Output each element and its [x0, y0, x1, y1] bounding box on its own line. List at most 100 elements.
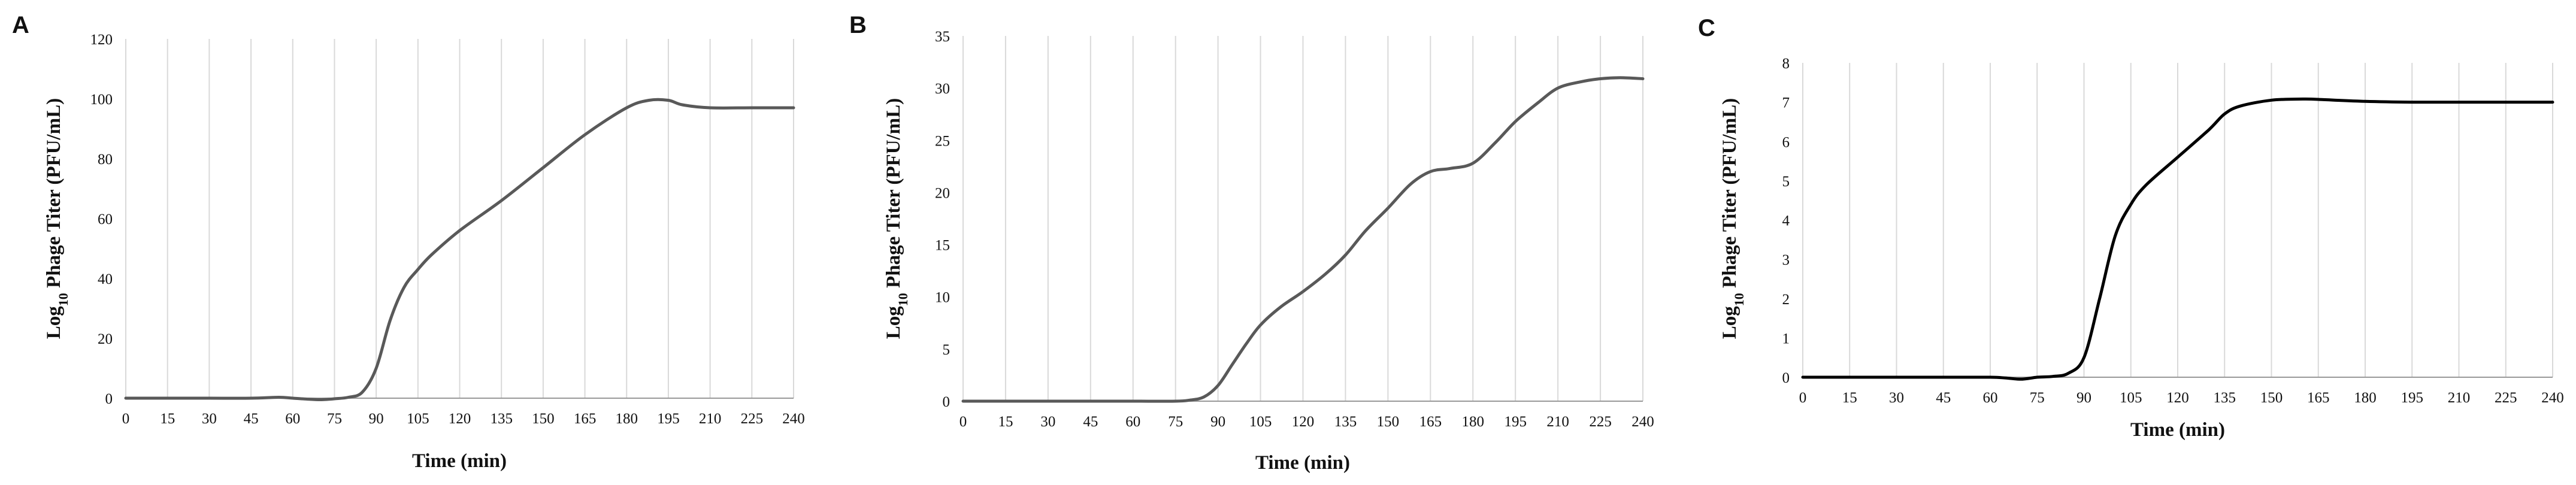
gridlines [1802, 63, 2553, 377]
y-axis-title-log: Log [1719, 306, 1740, 340]
y-axis-title-subscript: 10 [1732, 293, 1746, 306]
panel-label-a: A [12, 12, 29, 38]
y-axis-title: Log10 Phage Titer (PFU/mL) [883, 98, 910, 339]
x-tick-label: 45 [1936, 390, 1951, 406]
series-line [124, 98, 795, 402]
panel-c: C 0 15 30 45 60 75 90 105 120 135 150 165 180 195 210 2… [1698, 15, 2564, 441]
x-tick-label: 120 [1292, 414, 1315, 430]
y-tick-labels: 0 20 40 60 80 100 120 [90, 32, 113, 407]
x-tick-label: 90 [1210, 414, 1225, 430]
x-tick-label: 195 [2401, 390, 2424, 406]
y-tick-label: 5 [943, 342, 951, 358]
x-tick-label: 105 [2120, 390, 2142, 406]
y-tick-label: 5 [1782, 174, 1790, 190]
y-tick-label: 60 [98, 211, 113, 228]
x-tick-label: 45 [1083, 414, 1098, 430]
x-tick-label: 135 [1334, 414, 1357, 430]
y-tick-label: 15 [935, 238, 950, 254]
x-tick-label: 75 [2030, 390, 2045, 406]
x-axis-title: Time (min) [2130, 419, 2225, 441]
x-tick-label: 195 [1504, 414, 1527, 430]
y-tick-label: 0 [943, 394, 951, 410]
x-tick-label: 105 [1249, 414, 1272, 430]
y-tick-label: 4 [1782, 213, 1790, 229]
x-tick-label: 225 [741, 411, 764, 427]
x-tick-label: 165 [1419, 414, 1442, 430]
x-tick-label: 15 [1842, 390, 1857, 406]
y-tick-label: 40 [98, 271, 113, 287]
x-tick-label: 30 [202, 411, 217, 427]
y-axis-title: Log10 Phage Titer (PFU/mL) [43, 98, 71, 339]
y-axis-title-subscript: 10 [895, 293, 910, 306]
x-tick-label: 120 [449, 411, 471, 427]
x-tick-label: 105 [407, 411, 429, 427]
x-axis-title: Time (min) [412, 450, 507, 472]
x-tick-label: 150 [1377, 414, 1400, 430]
x-tick-label: 15 [998, 414, 1013, 430]
x-tick-label: 240 [782, 411, 805, 427]
y-tick-label: 20 [98, 331, 113, 347]
y-axis-title-rest: Phage Titer (PFU/mL) [883, 98, 904, 293]
y-tick-label: 7 [1782, 95, 1790, 111]
series-line [1801, 97, 2554, 381]
x-tick-label: 75 [1168, 414, 1183, 430]
x-tick-label: 15 [160, 411, 175, 427]
y-axis-title-subscript: 10 [56, 293, 71, 306]
x-tick-label: 135 [490, 411, 513, 427]
x-tick-label: 0 [959, 414, 967, 430]
x-tick-label: 210 [1546, 414, 1569, 430]
y-tick-label: 0 [1782, 370, 1790, 386]
y-tick-label: 25 [935, 133, 950, 149]
y-tick-label: 10 [935, 290, 950, 306]
x-tick-label: 180 [2354, 390, 2377, 406]
series-line [961, 76, 1645, 403]
y-tick-labels: 0 1 2 3 4 5 6 7 8 [1782, 56, 1790, 386]
y-tick-label: 100 [90, 92, 113, 108]
x-tick-label: 150 [532, 411, 555, 427]
y-tick-label: 8 [1782, 56, 1790, 72]
y-tick-label: 30 [935, 81, 950, 97]
x-tick-label: 225 [2495, 390, 2517, 406]
x-axis-title: Time (min) [1255, 452, 1350, 474]
y-tick-label: 1 [1782, 331, 1790, 347]
y-axis-title-log: Log [43, 306, 65, 340]
x-tick-label: 90 [2076, 390, 2091, 406]
x-tick-label: 180 [616, 411, 638, 427]
x-tick-label: 135 [2214, 390, 2236, 406]
x-tick-label: 60 [1983, 390, 1998, 406]
y-axis-title-rest: Phage Titer (PFU/mL) [43, 98, 65, 293]
panel-b: B 0 15 30 45 60 75 90 105 120 135 150 165 180 195 210 2… [849, 12, 1654, 474]
y-axis-title-rest: Phage Titer (PFU/mL) [1719, 98, 1740, 293]
x-tick-label: 30 [1040, 414, 1055, 430]
y-axis-title: Log10 Phage Titer (PFU/mL) [1719, 98, 1746, 339]
x-tick-label: 225 [1589, 414, 1612, 430]
x-tick-label: 180 [1462, 414, 1485, 430]
x-tick-label: 210 [699, 411, 722, 427]
y-tick-label: 20 [935, 185, 950, 201]
y-tick-label: 35 [935, 29, 950, 45]
y-tick-label: 6 [1782, 134, 1790, 150]
gridlines [125, 39, 794, 398]
x-tick-label: 30 [1889, 390, 1904, 406]
x-tick-labels: 0 15 30 45 60 75 90 105 120 135 150 165 180 195 210 225… [122, 411, 805, 427]
y-axis-title-log: Log [883, 306, 904, 340]
y-tick-label: 120 [90, 32, 113, 48]
x-tick-label: 60 [285, 411, 300, 427]
x-tick-labels: 0 15 30 45 60 75 90 105 120 135 150 165 180 195 210 225… [959, 414, 1654, 430]
x-tick-label: 150 [2260, 390, 2283, 406]
y-tick-label: 80 [98, 151, 113, 168]
x-tick-label: 90 [369, 411, 384, 427]
y-tick-label: 3 [1782, 252, 1790, 268]
x-tick-label: 120 [2166, 390, 2189, 406]
panel-a: A 0 15 30 45 60 75 90 105 120 135 150 165 180 195 210 2… [12, 12, 805, 472]
x-tick-label: 75 [327, 411, 342, 427]
x-tick-label: 165 [2307, 390, 2330, 406]
x-tick-label: 240 [1631, 414, 1654, 430]
x-tick-label: 60 [1125, 414, 1140, 430]
x-tick-label: 45 [244, 411, 259, 427]
panel-label-b: B [849, 12, 867, 38]
panel-label-c: C [1698, 15, 1715, 41]
y-tick-labels: 0 5 10 15 20 25 30 35 [935, 29, 950, 410]
x-tick-label: 0 [122, 411, 130, 427]
